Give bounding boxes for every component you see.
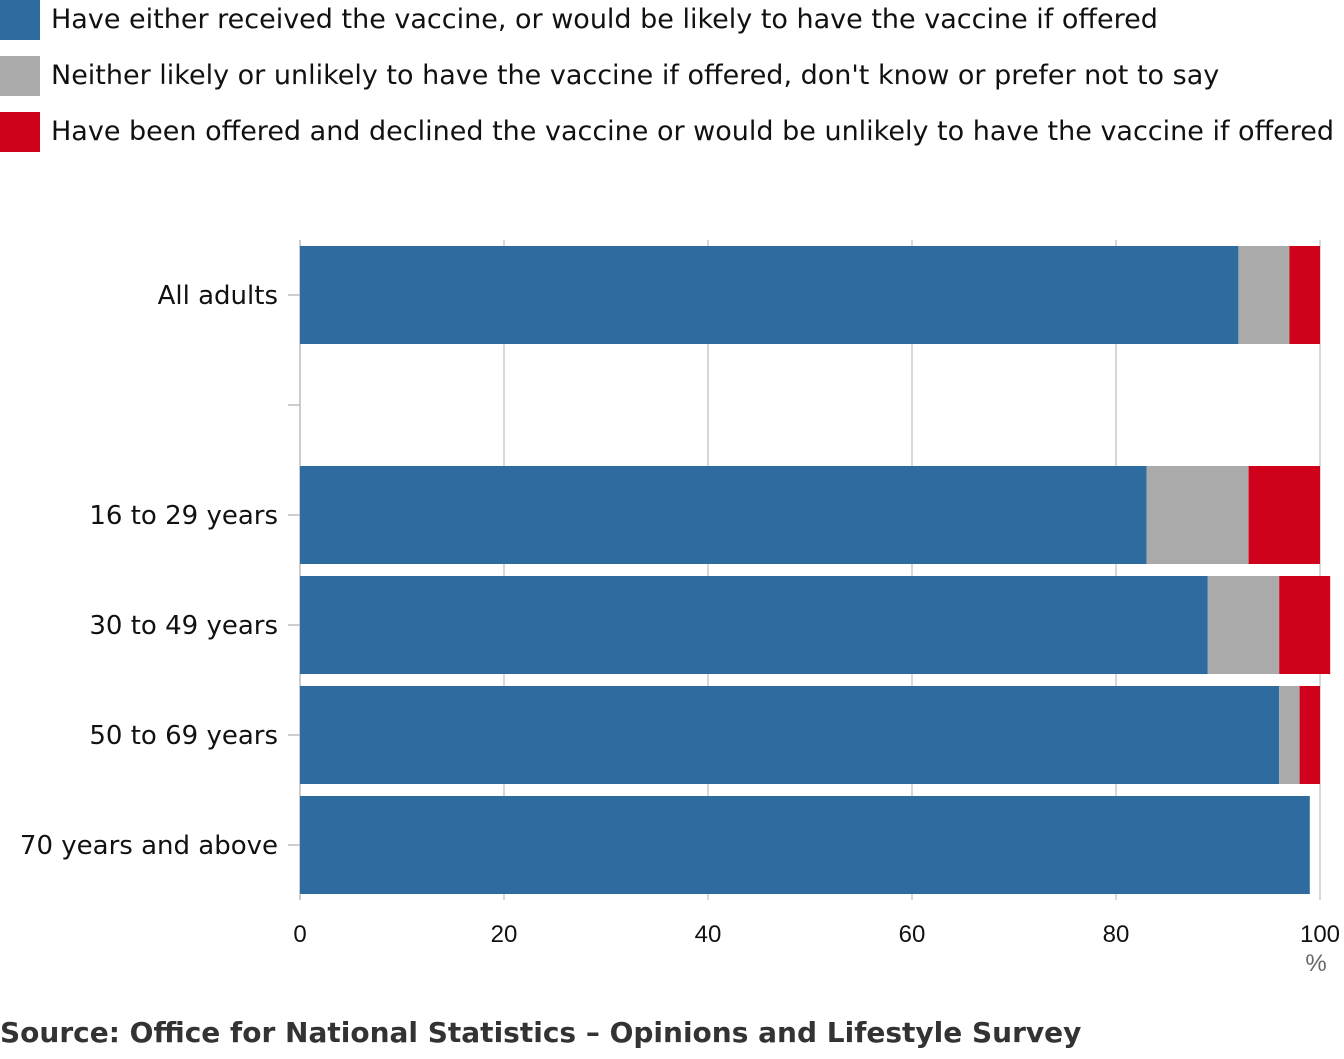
legend-swatch bbox=[0, 0, 40, 40]
bar-segment bbox=[300, 686, 1280, 784]
bar-segment bbox=[1289, 246, 1320, 344]
y-tick-label: 50 to 69 years bbox=[89, 721, 278, 751]
bar-segment bbox=[1279, 686, 1300, 784]
bar-segment bbox=[1248, 466, 1320, 564]
x-tick-label: 0 bbox=[293, 921, 306, 948]
bar-segment bbox=[1279, 576, 1331, 674]
bar-segment bbox=[300, 576, 1208, 674]
legend-label: Have either received the vaccine, or wou… bbox=[51, 4, 1158, 35]
legend-swatch bbox=[0, 56, 40, 96]
y-tick-label: 70 years and above bbox=[20, 831, 278, 861]
y-tick-label: 16 to 29 years bbox=[89, 501, 278, 531]
bar-segment bbox=[300, 466, 1147, 564]
bar-segment bbox=[1146, 466, 1249, 564]
x-tick-label: 100 bbox=[1300, 921, 1340, 948]
bar-segment bbox=[300, 796, 1310, 894]
stacked-bar-chart: All adults 16 to 29 years 30 to 49 years 50… bbox=[20, 240, 1340, 977]
legend-label: Have been offered and declined the vacci… bbox=[51, 116, 1335, 147]
bar-segment bbox=[1299, 686, 1320, 784]
source-note: Source: Office for National Statistics –… bbox=[0, 1016, 1082, 1049]
bar-segment bbox=[1238, 246, 1290, 344]
x-tick-label: 80 bbox=[1103, 921, 1130, 948]
x-axis-label: % bbox=[1305, 950, 1326, 977]
y-tick-label: 30 to 49 years bbox=[89, 611, 278, 641]
bar-segment bbox=[1207, 576, 1280, 674]
bar-segment bbox=[300, 246, 1239, 344]
x-tick-label: 40 bbox=[695, 921, 722, 948]
x-tick-label: 20 bbox=[491, 921, 518, 948]
legend-label: Neither likely or unlikely to have the v… bbox=[51, 60, 1220, 91]
y-tick-label: All adults bbox=[158, 281, 278, 311]
x-tick-label: 60 bbox=[899, 921, 926, 948]
legend-swatch bbox=[0, 112, 40, 152]
